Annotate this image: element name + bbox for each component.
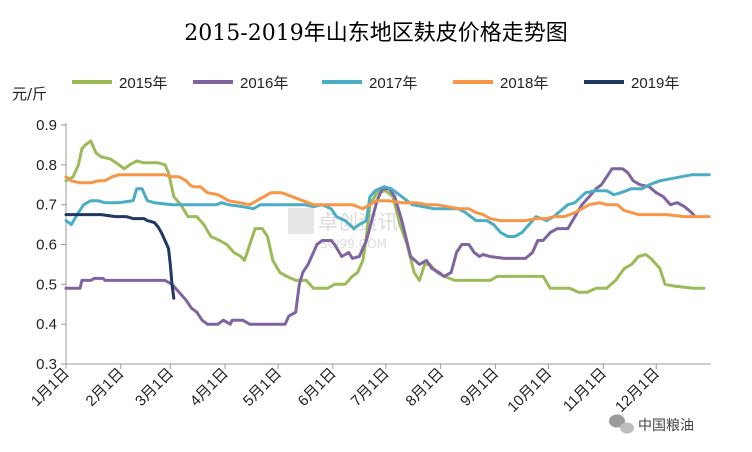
watermark-logo (288, 208, 314, 234)
y-tick-label: 0.7 (36, 197, 57, 214)
series-line-2016 (64, 167, 697, 326)
series-line-2015 (64, 139, 706, 294)
y-tick-label: 0.9 (36, 117, 57, 134)
x-tick-label: 7月1日 (348, 365, 393, 410)
x-tick-label: 3月1日 (132, 365, 177, 410)
watermark: 卓创资讯 SCI99.COM (288, 208, 398, 251)
x-tick-label: 9月1日 (457, 365, 502, 410)
x-tick-label: 6月1日 (295, 365, 340, 410)
x-tick-label: 11月1日 (560, 365, 610, 415)
x-tick-label: 10月1日 (504, 365, 555, 416)
x-tick-label: 12月1日 (612, 365, 663, 416)
x-tick-label: 5月1日 (240, 365, 285, 410)
legend-label-2017: 2017年 (369, 75, 417, 92)
y-tick-label: 0.4 (36, 316, 57, 333)
legend-label-2019: 2019年 (631, 75, 679, 92)
y-tick-label: 0.6 (36, 237, 57, 254)
y-tick-label: 0.3 (36, 356, 57, 373)
watermark-text: 卓创资讯 (318, 210, 398, 234)
series-line-2017 (64, 173, 711, 238)
legend-label-2015: 2015年 (119, 75, 167, 92)
chart-title: 2015-2019年山东地区麸皮价格走势图 (184, 21, 567, 46)
legend: 2015年 2016年 2017年 2018年 2019年 (72, 75, 679, 92)
brand-text: 中国粮油 (638, 418, 694, 434)
x-tick-label: 8月1日 (402, 365, 447, 410)
series-line-2019 (64, 213, 176, 300)
wechat-icon (609, 414, 634, 434)
legend-label-2016: 2016年 (240, 75, 288, 92)
series-line-2018 (64, 173, 711, 223)
x-tick-label: 4月1日 (187, 365, 232, 410)
y-axis-unit: 元/斤 (12, 85, 47, 103)
legend-label-2018: 2018年 (500, 75, 548, 92)
y-tick-label: 0.8 (36, 157, 57, 174)
y-tick-label: 0.5 (36, 276, 57, 293)
brand-badge: 中国粮油 (609, 414, 694, 434)
x-tick-label: 2月1日 (83, 365, 128, 410)
